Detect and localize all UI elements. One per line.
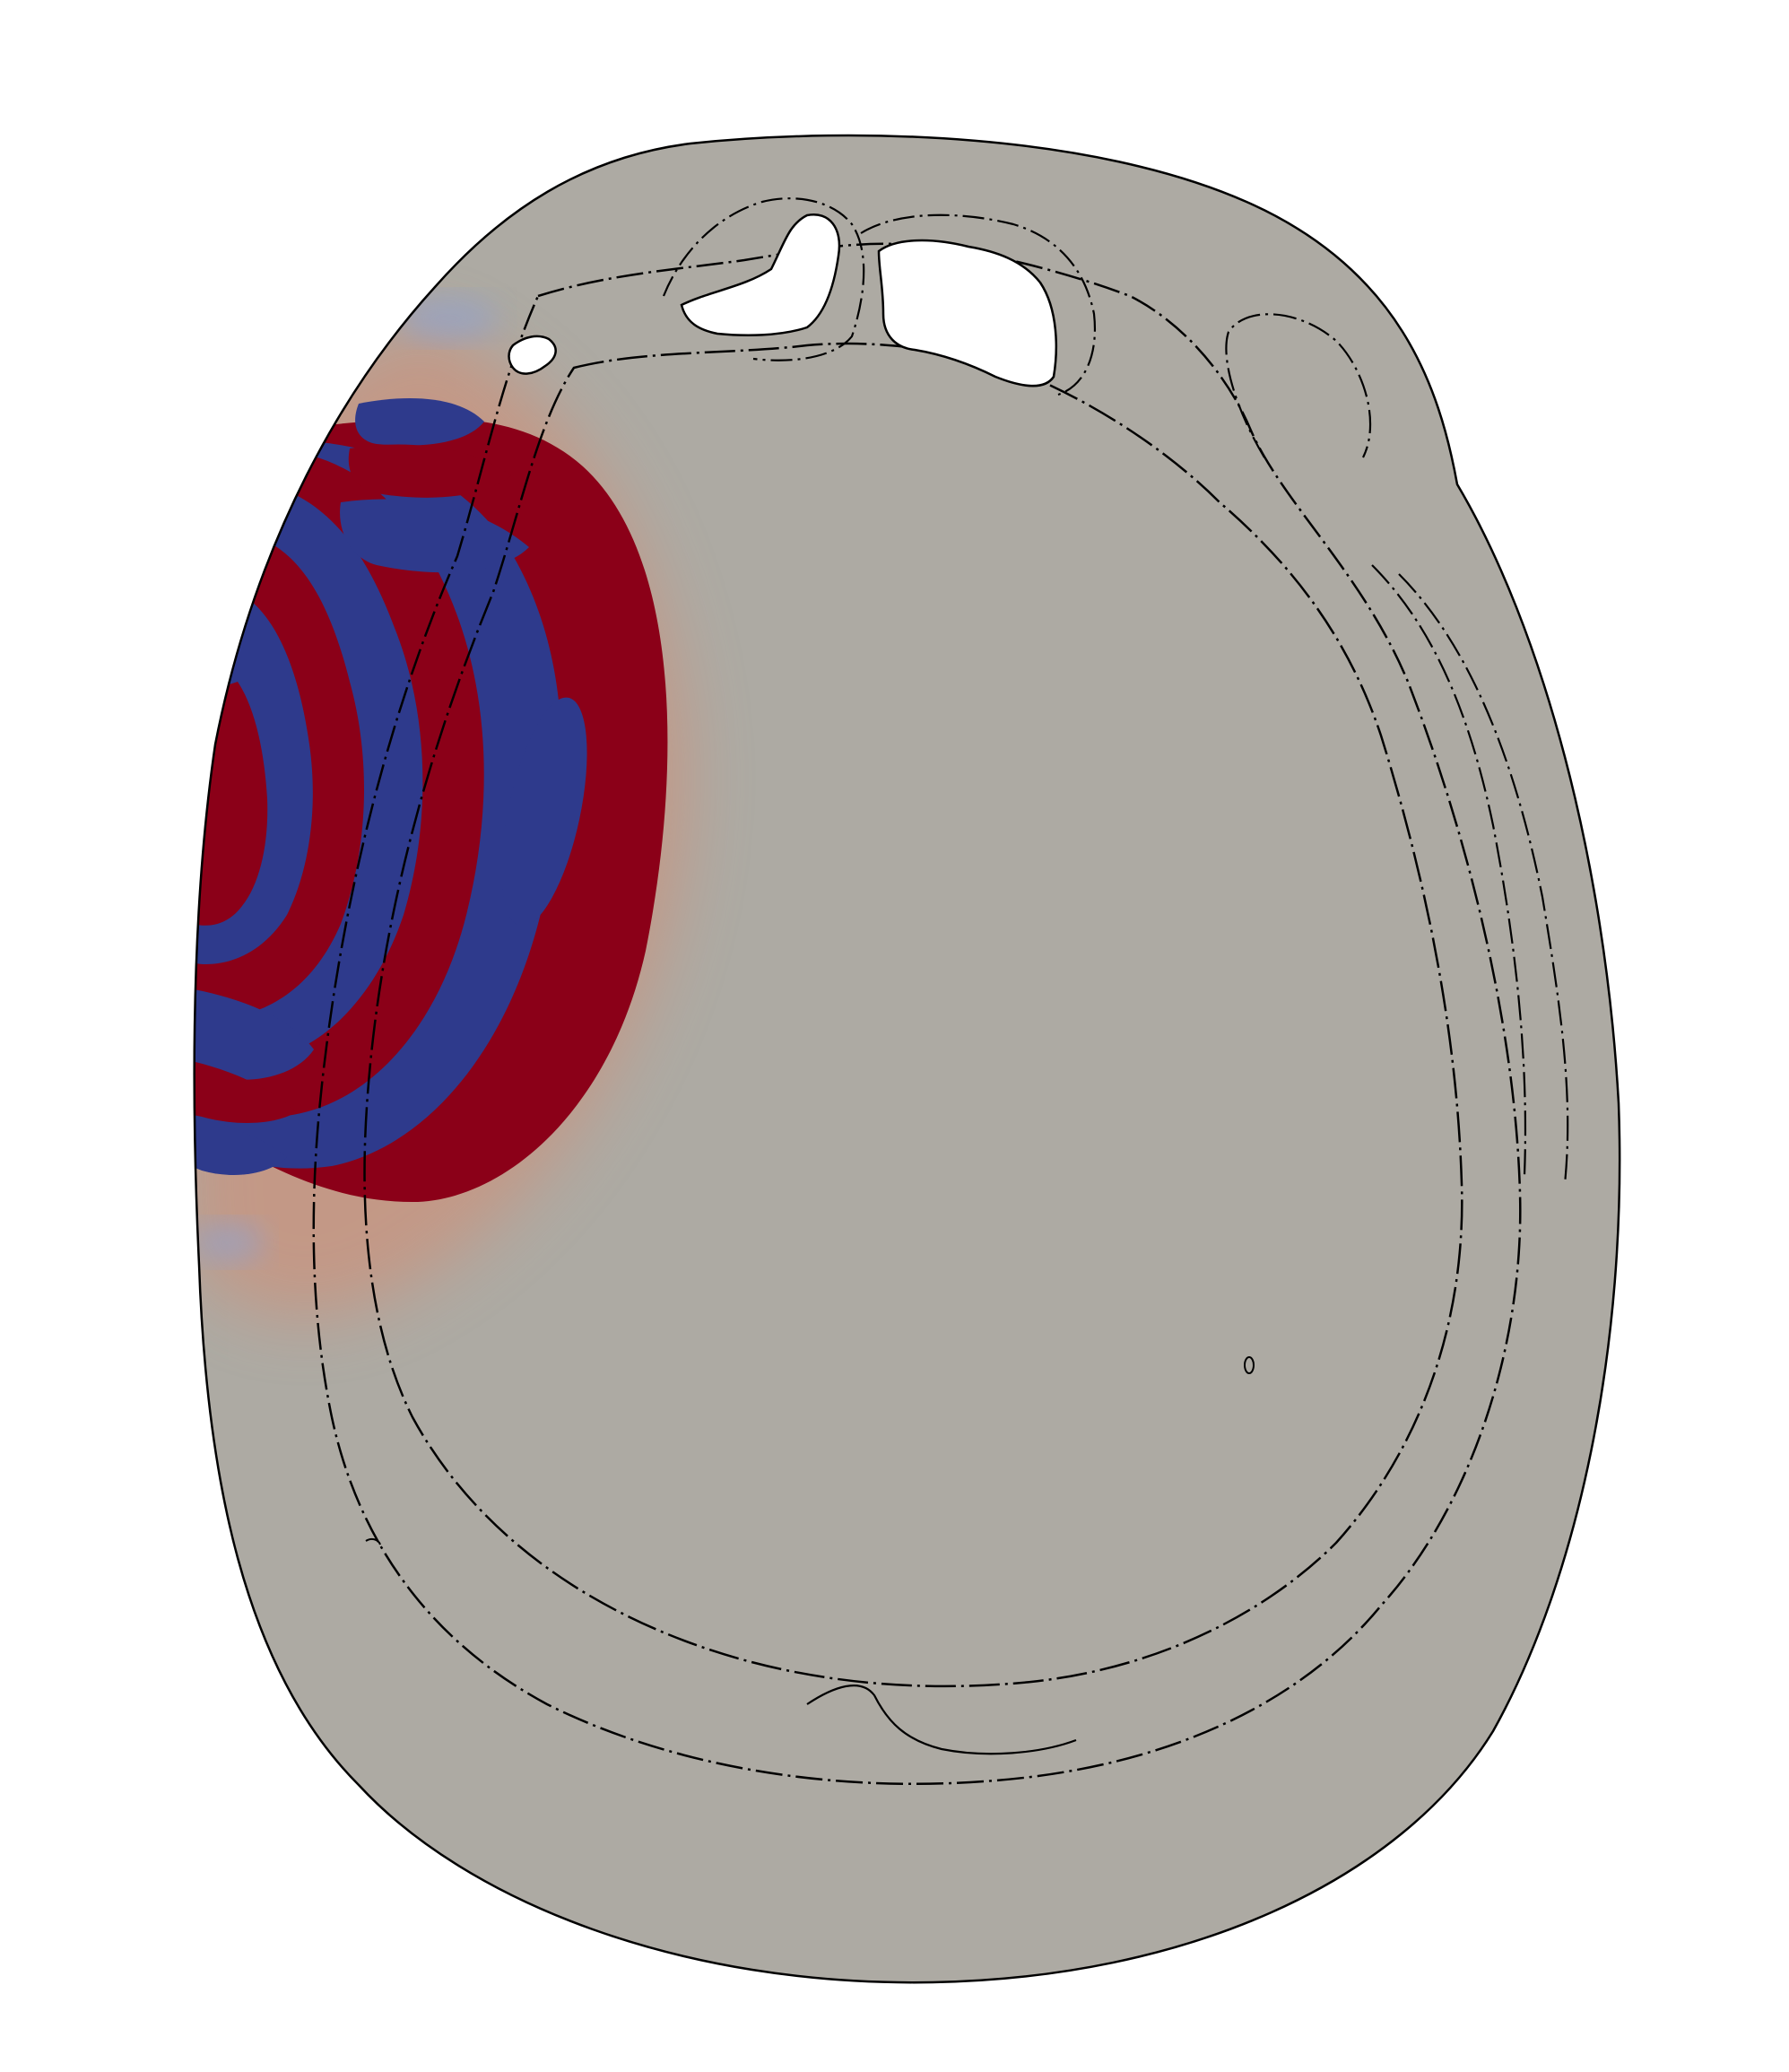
wave-stripe-negative: [194, 1112, 287, 1175]
sinus-contour: [662, 197, 865, 361]
wave-stripe-negative: [194, 987, 314, 1080]
wave-band-positive: [348, 444, 511, 498]
occipital-contour: [806, 1685, 1077, 1755]
wave-band-negative: [355, 398, 484, 446]
artifact-mark: [1244, 1356, 1255, 1374]
sinus-contour: [860, 213, 1096, 396]
wave-lobe-negative: [501, 697, 587, 927]
skin-outline: [193, 134, 1621, 1984]
frontal-hook-contour: [1225, 313, 1372, 458]
sinus-small: [508, 335, 557, 375]
frontal-sinus-right: [877, 239, 1057, 387]
wave-halo-cool-bottom: [194, 1223, 265, 1262]
wave-halo-cool-top: [399, 296, 498, 341]
temporal-contour: [1398, 573, 1569, 1185]
artifact-mark: [365, 1537, 381, 1545]
wave-band-negative: [340, 499, 529, 573]
wave-stripe-positive: [194, 1058, 296, 1123]
skull-outer-contour: [312, 242, 1522, 1786]
frontal-sinus-left: [680, 213, 841, 336]
temporal-contour: [1371, 564, 1527, 1176]
